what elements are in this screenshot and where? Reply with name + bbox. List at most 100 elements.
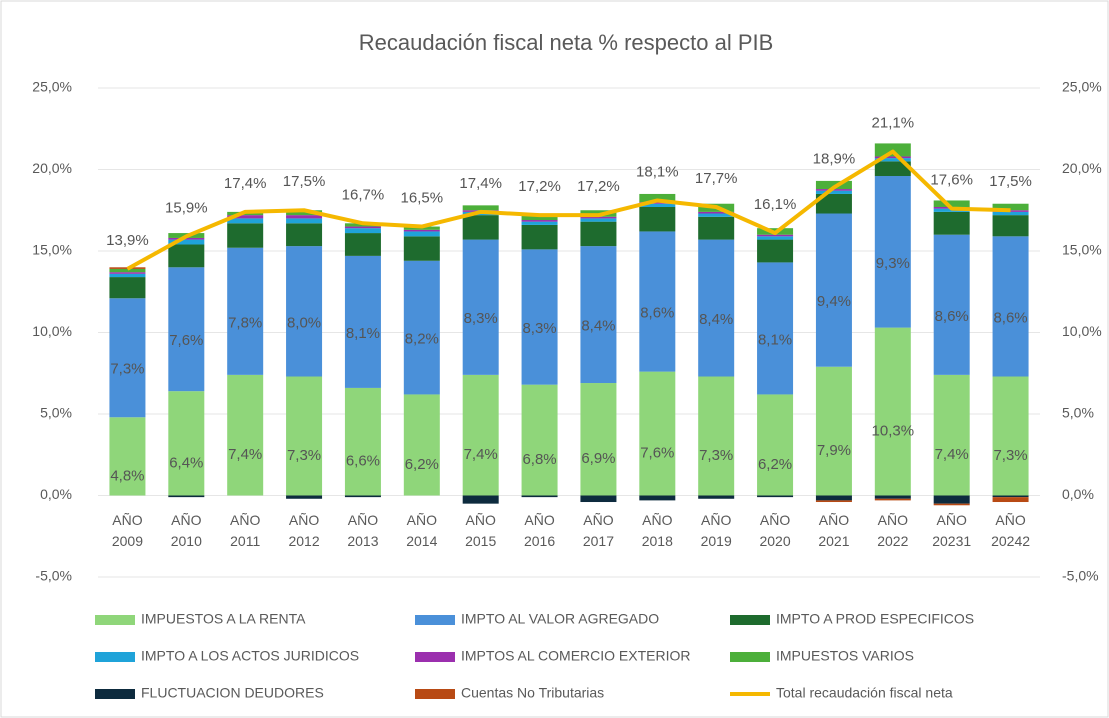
legend-swatch bbox=[415, 689, 455, 699]
data-label: 9,3% bbox=[876, 255, 910, 272]
bar-segment bbox=[109, 268, 146, 273]
bar-segment bbox=[874, 176, 911, 328]
line-label: 17,4% bbox=[459, 175, 502, 192]
y-tick-label: 5,0% bbox=[40, 405, 72, 421]
bar-segment bbox=[992, 497, 1029, 503]
legend-label: IMPTO A LOS ACTOS JURIDICOS bbox=[141, 648, 359, 664]
bar-segment bbox=[933, 495, 970, 504]
line-label: 17,4% bbox=[224, 175, 267, 192]
data-label: 8,1% bbox=[346, 325, 380, 342]
legend-swatch bbox=[95, 652, 135, 662]
bar-segment bbox=[992, 211, 1029, 216]
data-label: 7,4% bbox=[464, 446, 498, 463]
data-label: 6,9% bbox=[581, 450, 615, 467]
bar-segment bbox=[403, 260, 440, 395]
legend-label: IMPUESTOS A LA RENTA bbox=[141, 611, 306, 627]
legend-label: Total recaudación fiscal neta bbox=[776, 685, 953, 701]
bar-segment bbox=[462, 239, 499, 375]
data-label: 8,4% bbox=[581, 318, 615, 335]
bar-segment bbox=[286, 376, 323, 496]
bar-segment bbox=[698, 376, 735, 496]
legend-label: IMPTO AL VALOR AGREGADO bbox=[461, 611, 659, 627]
data-label: 7,6% bbox=[640, 445, 674, 462]
bar-segment bbox=[168, 244, 205, 268]
y-tick-label: 0,0% bbox=[40, 486, 72, 502]
x-tick-label: AÑO 20231 bbox=[932, 511, 972, 549]
line-label: 16,5% bbox=[401, 190, 444, 207]
bar-segment bbox=[639, 203, 676, 207]
data-label: 8,1% bbox=[758, 331, 792, 348]
bar-segment bbox=[168, 495, 205, 498]
bar-segment bbox=[521, 220, 558, 222]
bar-segment bbox=[815, 366, 852, 496]
data-label: 7,4% bbox=[935, 446, 969, 463]
x-tick-label: AÑO 2010 bbox=[170, 511, 202, 549]
data-label: 10,3% bbox=[872, 423, 915, 440]
total-line bbox=[126, 149, 1011, 271]
bar-segment bbox=[992, 203, 1029, 211]
line-label: 17,6% bbox=[930, 172, 973, 189]
bar-segment bbox=[403, 229, 440, 232]
bar-segment bbox=[521, 249, 558, 385]
legend-label: Cuentas No Tributarias bbox=[461, 685, 604, 701]
bar-segment bbox=[639, 495, 676, 501]
bar-segment bbox=[698, 211, 735, 214]
data-label: 7,8% bbox=[228, 314, 262, 331]
data-label: 7,3% bbox=[993, 447, 1027, 464]
bar-segment bbox=[109, 417, 146, 496]
bar-segment bbox=[403, 394, 440, 496]
data-label: 8,4% bbox=[699, 311, 733, 328]
bar-segment bbox=[286, 215, 323, 219]
y2-tick-label: 0,0% bbox=[1062, 486, 1094, 502]
bar-segment bbox=[874, 495, 911, 499]
y-tick-label: 10,0% bbox=[32, 323, 72, 339]
line-label: 16,1% bbox=[754, 196, 797, 213]
data-label: 8,2% bbox=[405, 331, 439, 348]
bar-segment bbox=[344, 495, 381, 498]
x-tick-label: AÑO 2022 bbox=[877, 511, 909, 549]
bar-segment bbox=[698, 495, 735, 499]
data-label: 7,3% bbox=[110, 361, 144, 378]
legend-swatch bbox=[95, 615, 135, 625]
bar-segment bbox=[933, 234, 970, 375]
bar-segment bbox=[521, 384, 558, 496]
bar-segment bbox=[874, 156, 911, 159]
y2-tick-label: 5,0% bbox=[1062, 405, 1094, 421]
bar-segment bbox=[462, 374, 499, 496]
data-label: 7,4% bbox=[228, 446, 262, 463]
x-tick-label: AÑO 2013 bbox=[347, 511, 379, 549]
x-tick-label: AÑO 2009 bbox=[111, 511, 144, 549]
bar-segment bbox=[874, 327, 911, 496]
bar-segment bbox=[815, 190, 852, 194]
bar-segment bbox=[933, 200, 970, 207]
bar-segment bbox=[992, 495, 1029, 498]
bar-segment bbox=[227, 215, 264, 219]
y-tick-label: 25,0% bbox=[32, 79, 72, 95]
x-tick-label: AÑO 2015 bbox=[465, 511, 497, 549]
y2-tick-label: 20,0% bbox=[1062, 160, 1102, 176]
y-tick-label: 15,0% bbox=[32, 242, 72, 258]
bar-segment bbox=[168, 239, 205, 245]
bar-segment bbox=[757, 495, 794, 498]
bar-segment bbox=[521, 221, 558, 225]
bar-segment bbox=[403, 236, 440, 261]
bar-segment bbox=[757, 234, 794, 237]
bar-segment bbox=[580, 383, 617, 496]
bar-segment bbox=[815, 180, 852, 190]
y-tick-label: -5,0% bbox=[35, 568, 72, 584]
y-tick-label: 20,0% bbox=[32, 160, 72, 176]
bar-segment bbox=[815, 500, 852, 503]
bar-segment bbox=[286, 495, 323, 499]
bar-segment bbox=[580, 221, 617, 247]
legend-label: IMPUESTOS VARIOS bbox=[776, 648, 914, 664]
x-tick-label: AÑO 20242 bbox=[991, 511, 1031, 549]
data-label: 8,0% bbox=[287, 314, 321, 331]
bar-segment bbox=[815, 495, 852, 501]
bar-segment bbox=[521, 224, 558, 250]
data-label: 6,2% bbox=[758, 456, 792, 473]
data-label: 9,4% bbox=[817, 293, 851, 310]
bar-segment bbox=[992, 210, 1029, 212]
bar-segment bbox=[757, 394, 794, 496]
data-label: 7,3% bbox=[287, 447, 321, 464]
